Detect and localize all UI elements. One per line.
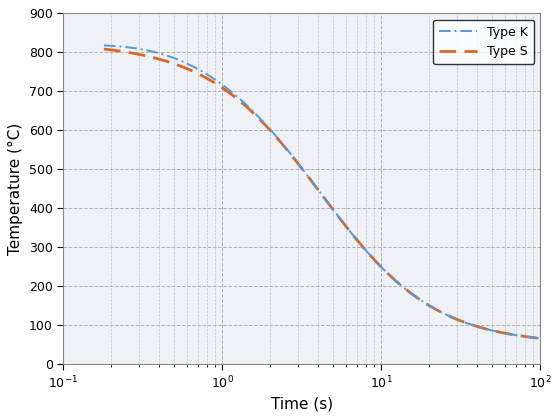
Type S: [101, 47, 108, 52]
Type S: [392, 278, 399, 283]
X-axis label: Time (s): Time (s): [271, 396, 333, 412]
Type K: [298, 165, 305, 170]
Line: Type S: Type S: [104, 49, 540, 339]
Type K: [537, 336, 544, 341]
Type K: [429, 305, 436, 310]
Line: Type K: Type K: [104, 45, 540, 339]
Type K: [213, 78, 220, 83]
Y-axis label: Temperature (°C): Temperature (°C): [8, 123, 24, 255]
Legend: Type K, Type S: Type K, Type S: [433, 20, 534, 64]
Type S: [298, 165, 305, 171]
Type K: [178, 58, 184, 63]
Type K: [101, 43, 108, 48]
Type S: [178, 64, 184, 69]
Type S: [358, 242, 365, 247]
Type S: [429, 305, 436, 310]
Type S: [213, 81, 220, 86]
Type S: [537, 336, 544, 341]
Type K: [392, 278, 399, 283]
Type K: [358, 242, 365, 247]
